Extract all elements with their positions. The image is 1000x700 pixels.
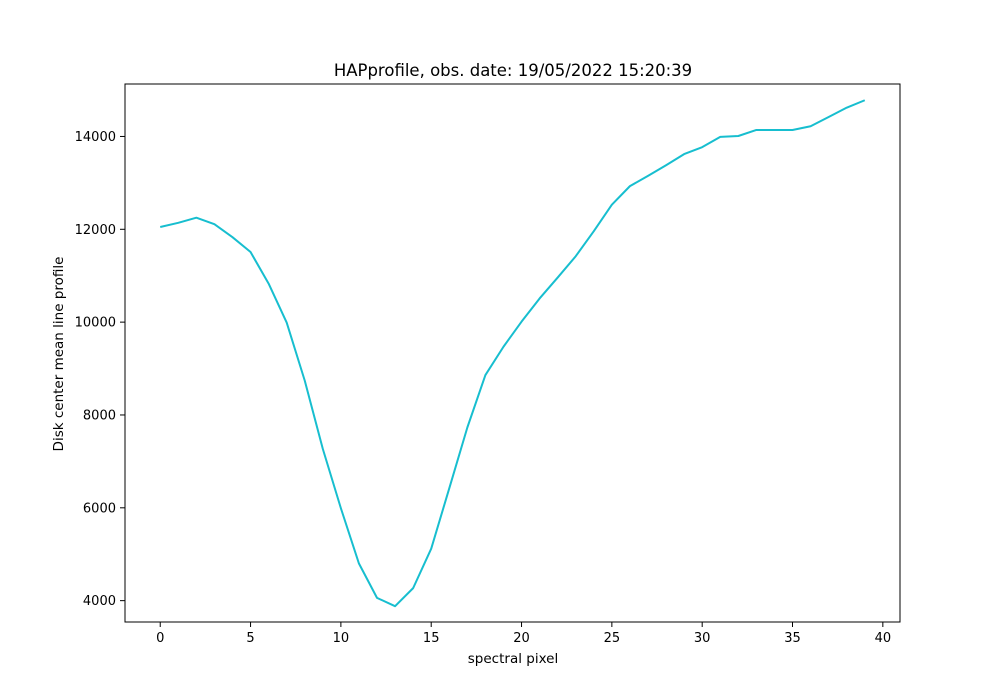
x-tick-label: 35 — [784, 631, 801, 646]
x-tick-label: 10 — [333, 631, 350, 646]
x-tick-label: 0 — [156, 631, 164, 646]
x-axis-label: spectral pixel — [468, 651, 558, 667]
y-tick-label: 8000 — [83, 408, 116, 423]
plot-area: 0 5 10 15 20 25 30 35 40 4000 6000 8000 10000 12000 14… — [75, 83, 901, 646]
x-tick-label: 25 — [604, 631, 621, 646]
x-tick-label: 5 — [246, 631, 254, 646]
y-tick-label: 12000 — [75, 223, 116, 238]
chart-title: HAPprofile, obs. date: 19/05/2022 15:20:… — [334, 61, 692, 80]
x-tick-label: 30 — [694, 631, 711, 646]
x-tick-label: 15 — [423, 631, 440, 646]
y-axis-label: Disk center mean line profile — [51, 257, 67, 452]
y-tick-label: 10000 — [75, 316, 116, 331]
y-tick-label: 4000 — [83, 594, 116, 609]
y-tick-label: 14000 — [75, 130, 116, 145]
series-line-0 — [160, 99, 866, 608]
plot-frame — [124, 83, 901, 623]
x-tick-label: 40 — [875, 631, 892, 646]
y-tick-label: 6000 — [83, 501, 116, 516]
x-tick-label: 20 — [513, 631, 530, 646]
